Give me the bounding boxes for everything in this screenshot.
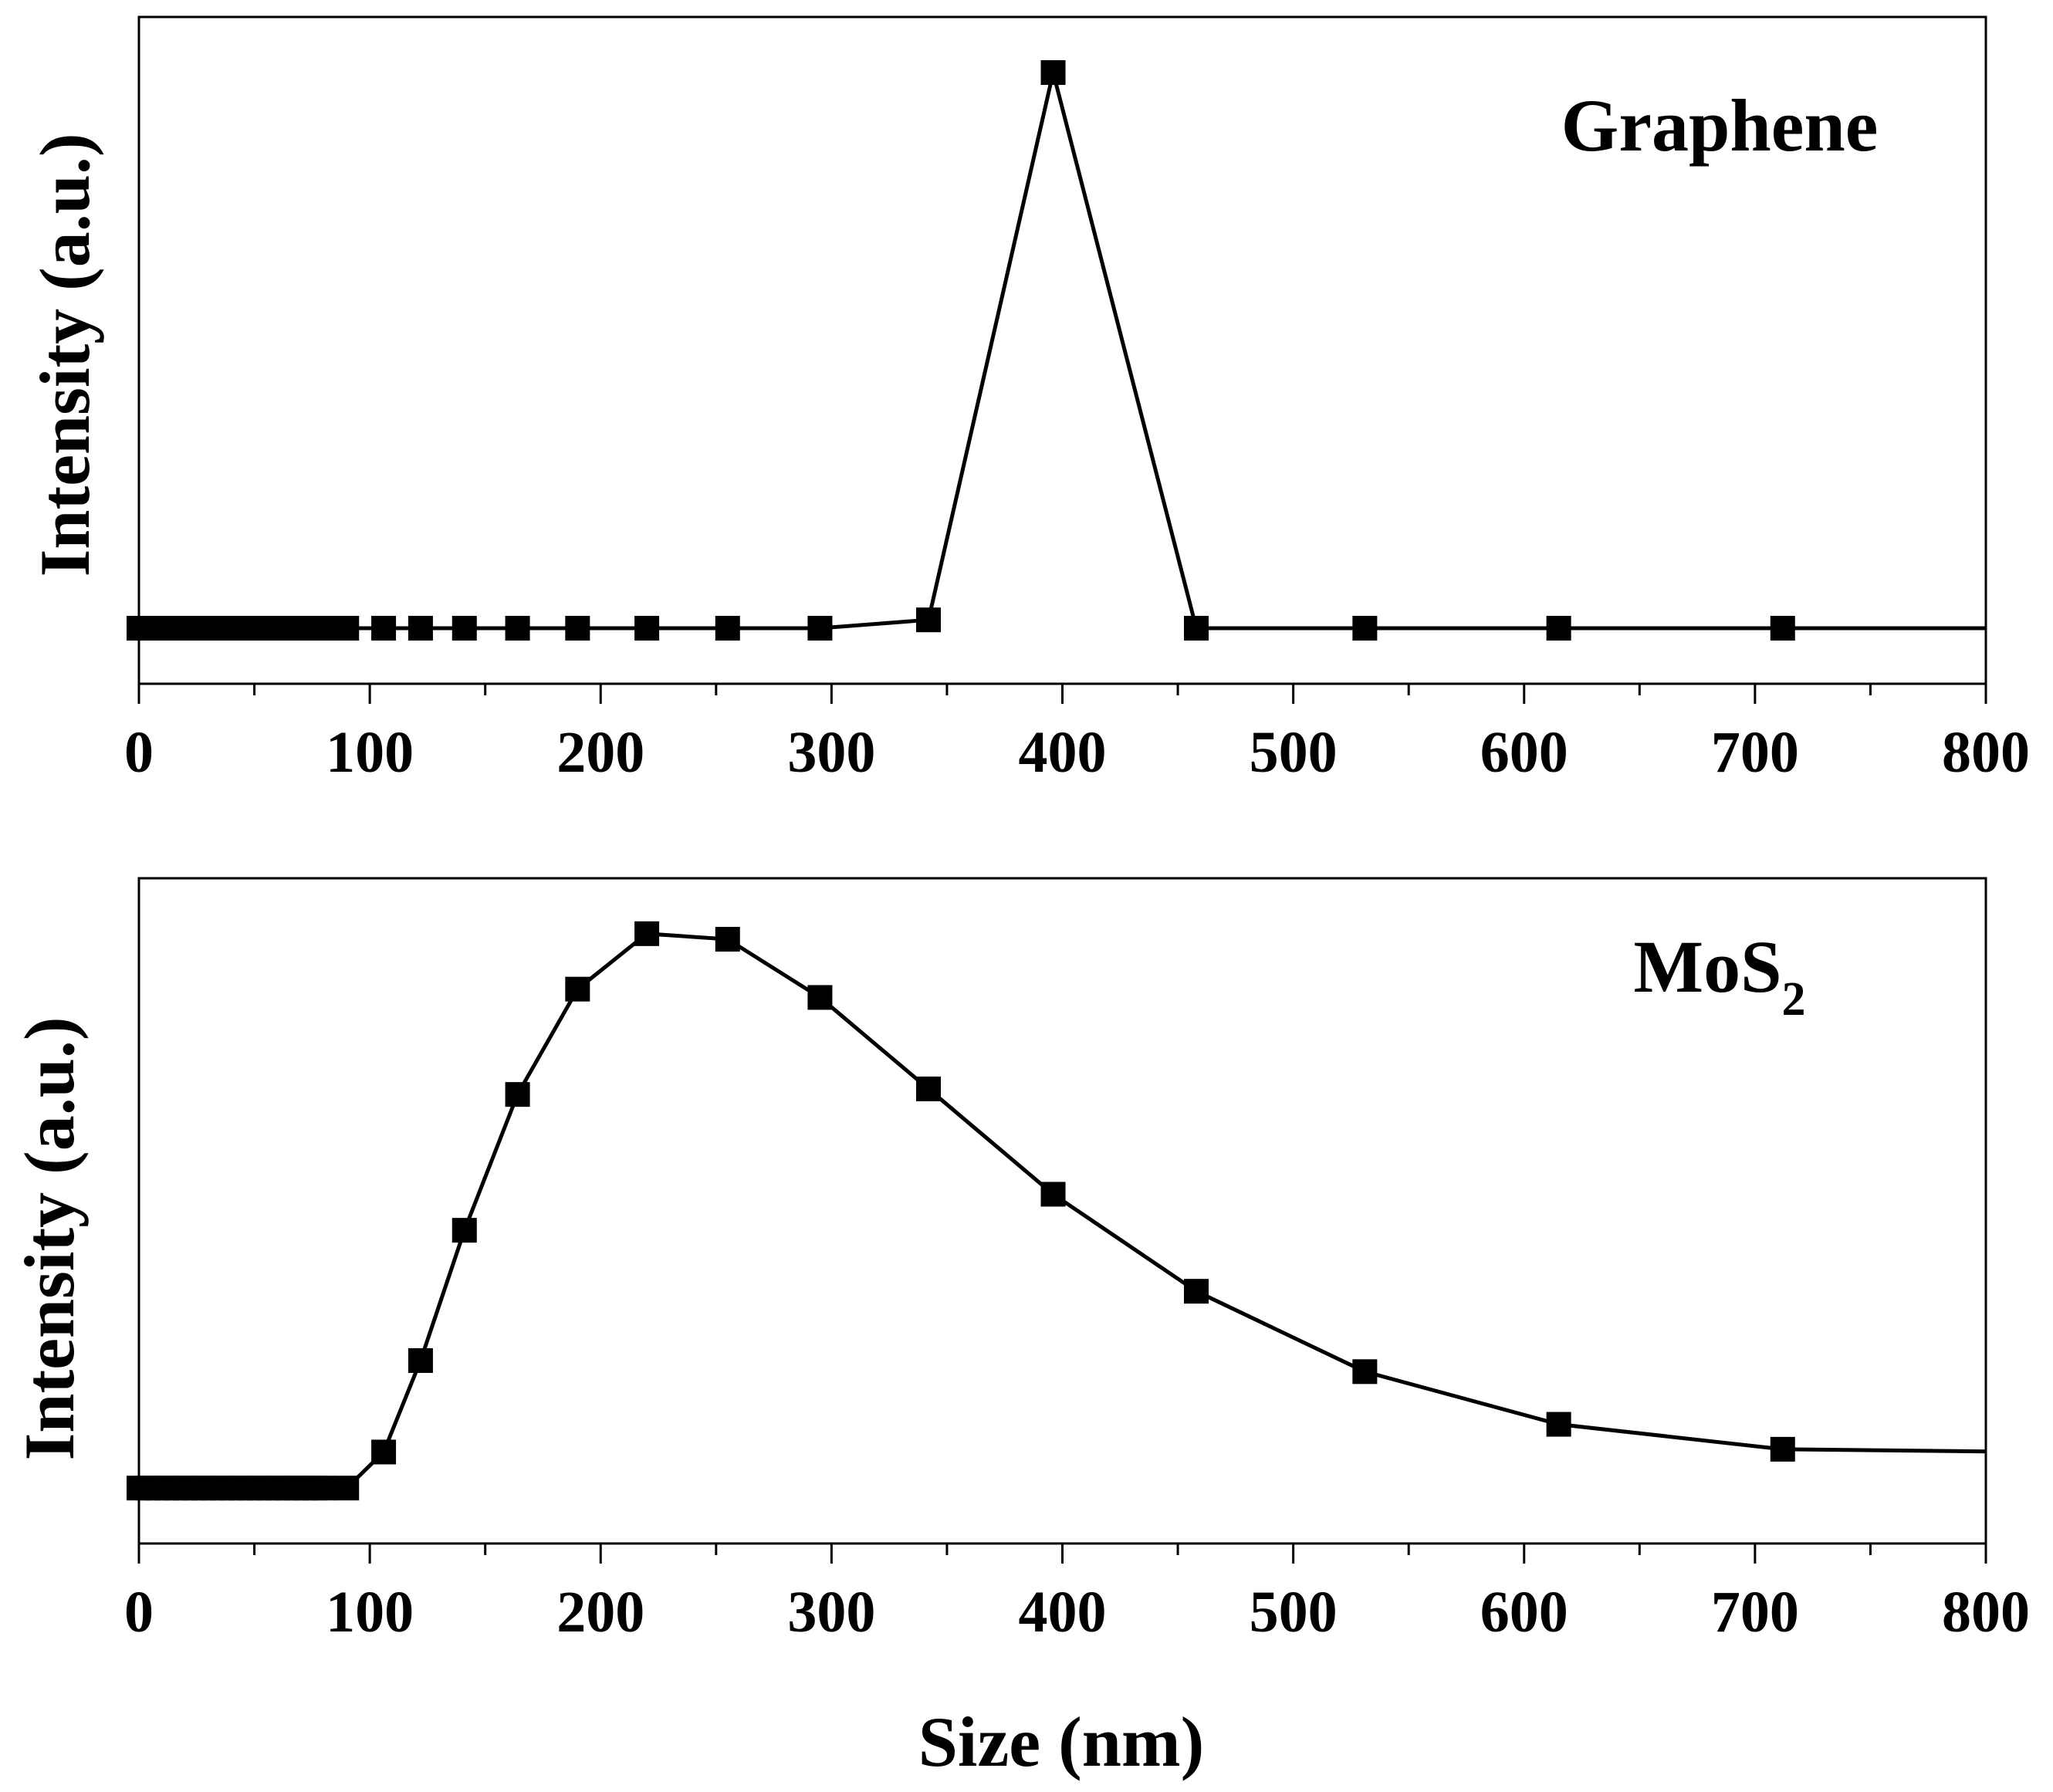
data-point: [807, 616, 833, 641]
data-point: [565, 976, 590, 1002]
data-point: [371, 1439, 397, 1465]
data-point: [505, 616, 530, 641]
x-tick-label: 500: [1250, 1580, 1338, 1645]
data-point: [311, 1476, 337, 1501]
x-tick-label: 800: [1942, 720, 2030, 785]
data-point: [634, 921, 660, 946]
data-point: [1352, 616, 1378, 641]
data-point: [1546, 616, 1571, 641]
x-tick-label: 600: [1480, 1580, 1568, 1645]
x-tick-label: 700: [1711, 1580, 1799, 1645]
data-point: [916, 607, 942, 633]
panel-label: MoS2: [1634, 925, 1806, 1026]
data-point: [408, 1347, 433, 1373]
x-tick-label: 800: [1942, 1580, 2030, 1645]
x-tick-label: 700: [1711, 720, 1799, 785]
x-tick-label: 0: [124, 720, 154, 785]
data-point: [1183, 616, 1209, 641]
data-point: [334, 1476, 360, 1501]
data-point: [916, 1076, 942, 1101]
x-tick-label: 200: [556, 720, 644, 785]
y-axis-title: Intensity (a.u.): [10, 1016, 89, 1460]
data-point: [452, 1218, 477, 1243]
data-point: [452, 616, 477, 641]
x-tick-label: 200: [556, 1580, 644, 1645]
data-point: [1040, 60, 1066, 85]
graphene-panel: 0 100 200 300 400 500 600 700 800 Intensity (a.u.…: [25, 15, 2030, 785]
x-tick-label: 300: [787, 1580, 875, 1645]
panel-label: Graphene: [1561, 84, 1879, 167]
x-tick-label: 600: [1480, 720, 1568, 785]
mos2-panel: 0 100 200 300 400 500 600 700 800 Intensity (a.u.…: [10, 877, 2030, 1645]
series-line: [139, 932, 1987, 1490]
x-tick-label: 400: [1019, 720, 1107, 785]
x-tick-label: 500: [1250, 720, 1338, 785]
data-point: [1770, 616, 1795, 641]
data-point: [634, 616, 660, 641]
data-point: [1546, 1412, 1571, 1437]
data-point: [1352, 1359, 1378, 1385]
data-point: [715, 616, 740, 641]
x-tick-label: 400: [1019, 1580, 1107, 1645]
data-point: [371, 616, 397, 641]
x-tick-label: 300: [787, 720, 875, 785]
data-point: [565, 616, 590, 641]
data-point: [408, 616, 433, 641]
x-axis-title: Size (nm): [918, 1702, 1204, 1781]
data-point: [334, 616, 360, 641]
x-tick-label: 100: [326, 1580, 414, 1645]
data-point: [1770, 1436, 1795, 1462]
x-tick-label: 100: [326, 720, 414, 785]
data-point: [807, 985, 833, 1010]
y-axis-title: Intensity (a.u.): [25, 133, 104, 576]
data-point: [505, 1082, 530, 1107]
data-point: [311, 616, 337, 641]
data-point: [715, 927, 740, 952]
x-tick-label: 0: [124, 1580, 154, 1645]
data-point: [1183, 1279, 1209, 1304]
data-point: [1040, 1182, 1066, 1207]
